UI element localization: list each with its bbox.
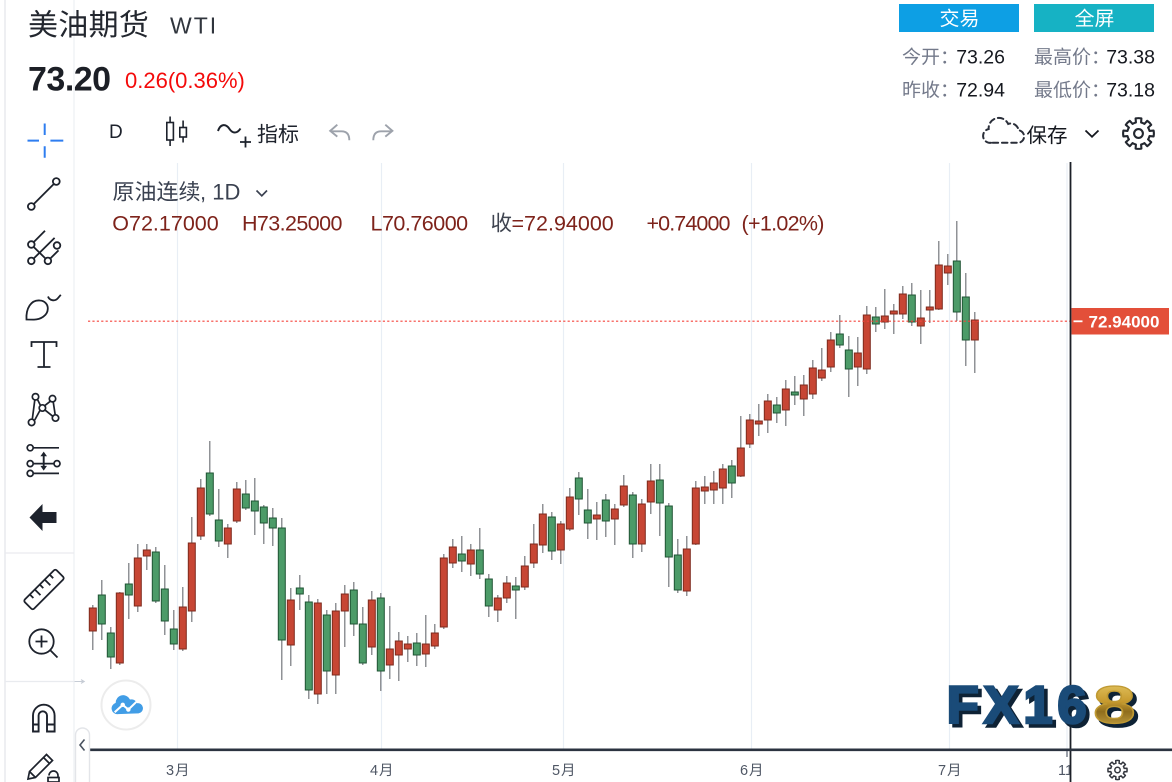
svg-text:73.18: 73.18 bbox=[1106, 80, 1155, 102]
svg-text:4: 4 bbox=[370, 763, 378, 779]
svg-text:D: D bbox=[109, 122, 123, 143]
svg-text:8: 8 bbox=[1097, 678, 1140, 737]
svg-text:=72.94000: =72.94000 bbox=[512, 212, 614, 236]
svg-text:73.20: 73.20 bbox=[28, 61, 111, 99]
svg-text:0.26(0.36%): 0.26(0.36%) bbox=[125, 68, 245, 93]
svg-text:72.94: 72.94 bbox=[956, 80, 1005, 102]
svg-text:3: 3 bbox=[166, 763, 174, 779]
svg-text:8: 8 bbox=[1093, 675, 1136, 734]
svg-text:(+1.02%): (+1.02%) bbox=[742, 212, 824, 236]
svg-text:73.26: 73.26 bbox=[956, 47, 1005, 69]
svg-text:+0.74000: +0.74000 bbox=[647, 212, 731, 236]
svg-text:O72.17000: O72.17000 bbox=[112, 212, 218, 236]
svg-text:73.38: 73.38 bbox=[1106, 47, 1155, 69]
svg-text:FX16: FX16 bbox=[950, 680, 1095, 739]
svg-text:7: 7 bbox=[938, 763, 946, 779]
svg-text:11: 11 bbox=[1058, 763, 1073, 779]
svg-text:H73.25000: H73.25000 bbox=[242, 212, 342, 236]
svg-text:WTI: WTI bbox=[170, 13, 218, 39]
svg-text:FX16: FX16 bbox=[947, 676, 1092, 735]
svg-text:L70.76000: L70.76000 bbox=[371, 212, 469, 236]
svg-text:, 1D: , 1D bbox=[200, 180, 240, 205]
svg-text:6: 6 bbox=[740, 763, 748, 779]
svg-text:72.94000: 72.94000 bbox=[1089, 313, 1160, 332]
svg-text:5: 5 bbox=[552, 763, 560, 779]
